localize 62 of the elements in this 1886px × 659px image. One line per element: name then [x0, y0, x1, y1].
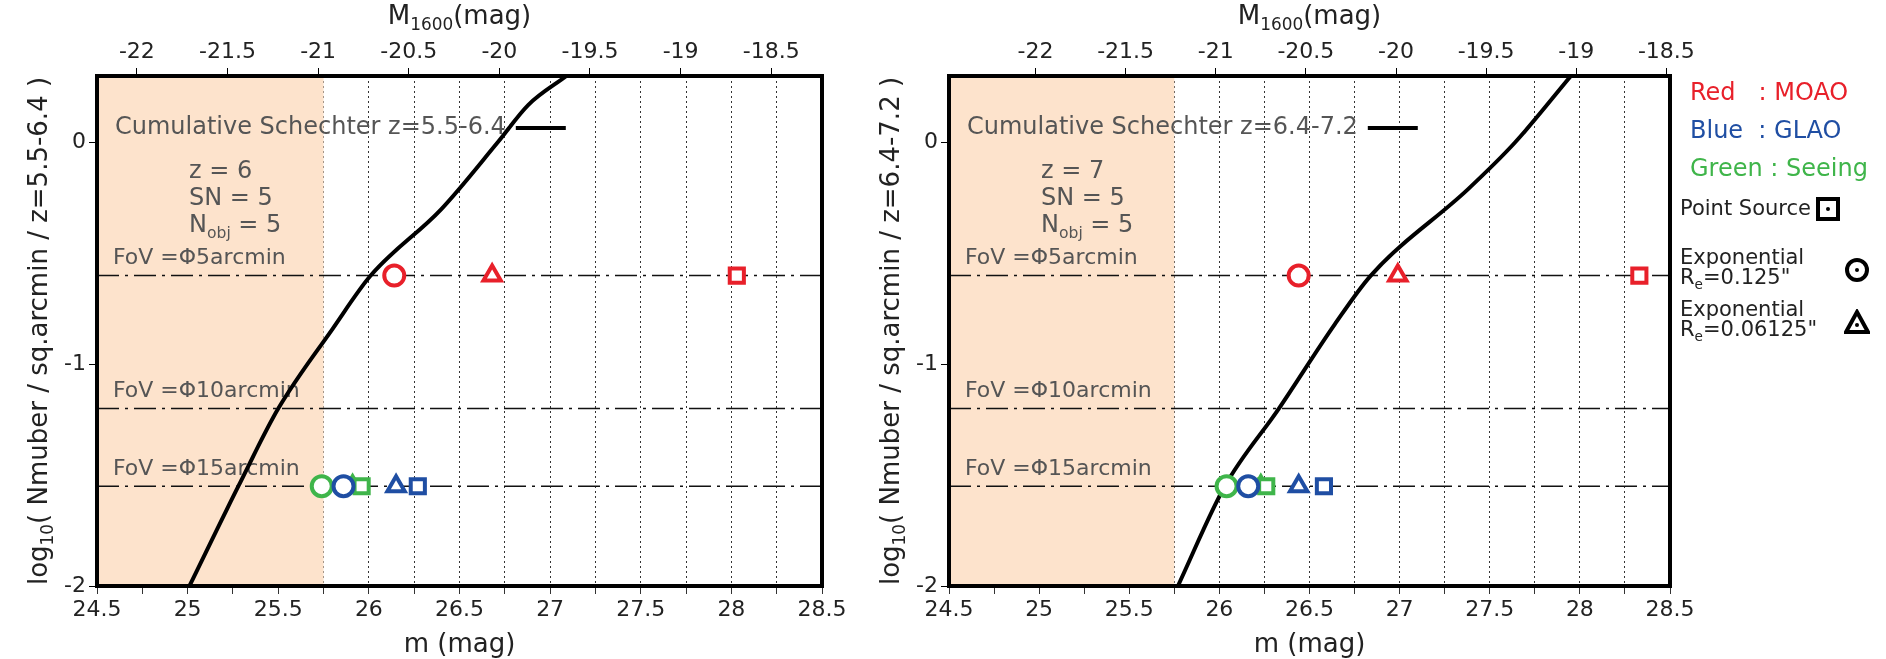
text: Green : Seeing	[1690, 154, 1868, 182]
x-tick-label: 25	[173, 595, 202, 621]
annotation: SN = 5	[189, 183, 273, 211]
x2-tick-label: -19.5	[561, 37, 619, 63]
text: Exponential R$_{e}$=0.06125"	[1680, 297, 1819, 345]
x-tick-label: 27.5	[1465, 595, 1515, 621]
y-tick-label: 0	[924, 128, 938, 154]
text: Red : MOAO	[1690, 78, 1849, 106]
x2-tick-label: -19	[1558, 37, 1595, 63]
x2-tick-label: -19	[662, 37, 699, 63]
x2-tick-label: -21	[300, 37, 337, 63]
x2-tick-label: -18.5	[1637, 37, 1695, 63]
x-tick-label: 24.5	[72, 595, 122, 621]
x2-tick-label: -20	[1378, 37, 1414, 63]
text: Blue : GLAO	[1690, 116, 1842, 144]
x2-tick-label: -21	[1197, 37, 1234, 63]
x2-tick-label: -20	[481, 37, 518, 63]
x2-tick-label: -19.5	[1457, 37, 1515, 63]
legend-label: Cumulative Schechter z=6.4-7.2	[967, 112, 1358, 141]
x-tick-label: 26.5	[1285, 595, 1334, 621]
x-tick-label: 25	[1025, 595, 1054, 621]
annotation: N$_{obj}$ = 5	[189, 210, 282, 242]
x-tick-label: 26.5	[435, 595, 484, 621]
x2-tick-label: -20.5	[1277, 37, 1335, 63]
x-axis-title: m (mag)	[1253, 628, 1366, 658]
x-tick-label: 26	[354, 595, 383, 621]
x-tick-label: 28.5	[797, 595, 847, 621]
x-tick-label: 25.5	[253, 595, 303, 621]
annotation: N$_{obj}$ = 5	[1041, 210, 1134, 242]
x2-tick-label: -21.5	[1097, 37, 1155, 63]
x-tick-label: 27	[536, 595, 565, 621]
x-tick-label: 28	[1565, 595, 1594, 621]
x2-axis-title: M$_{1600}$(mag)	[1237, 0, 1382, 35]
x-axis-title: m (mag)	[403, 628, 516, 658]
y-tick-label: -1	[916, 349, 938, 375]
x-tick-label: 26	[1205, 595, 1234, 621]
x-tick-label: 28	[717, 595, 746, 621]
annotation: SN = 5	[1041, 183, 1125, 211]
y-tick-label: -1	[64, 349, 86, 375]
text: Point Source	[1680, 196, 1811, 221]
x-tick-label: 27	[1385, 595, 1414, 621]
ref-line-label: FoV =Φ5arcmin	[113, 244, 286, 270]
y-tick-label: -2	[916, 571, 938, 597]
x-tick-label: 28.5	[1645, 595, 1695, 621]
y-tick-label: -2	[64, 571, 86, 597]
x2-tick-label: -21.5	[199, 37, 256, 63]
x2-tick-label: -20.5	[380, 37, 438, 63]
ref-line-label: FoV =Φ15arcmin	[965, 454, 1152, 480]
x-tick-label: 24.5	[924, 595, 974, 621]
x2-tick-label: -18.5	[742, 37, 800, 63]
y-tick-label: 0	[72, 128, 86, 154]
text: Exponential R$_{e}$=0.125"	[1680, 245, 1806, 293]
x-tick-label: 25.5	[1104, 595, 1154, 621]
ref-line-label: FoV =Φ5arcmin	[965, 244, 1138, 270]
x2-tick-label: -22	[118, 37, 155, 63]
x2-tick-label: -22	[1017, 37, 1054, 63]
annotation: z = 6	[189, 156, 253, 184]
legend-label: Cumulative Schechter z=5.5-6.4	[115, 112, 506, 141]
annotation: z = 7	[1041, 156, 1105, 184]
x-tick-label: 27.5	[616, 595, 666, 621]
ref-line-label: FoV =Φ10arcmin	[965, 377, 1152, 403]
x2-axis-title: M$_{1600}$(mag)	[387, 0, 532, 35]
